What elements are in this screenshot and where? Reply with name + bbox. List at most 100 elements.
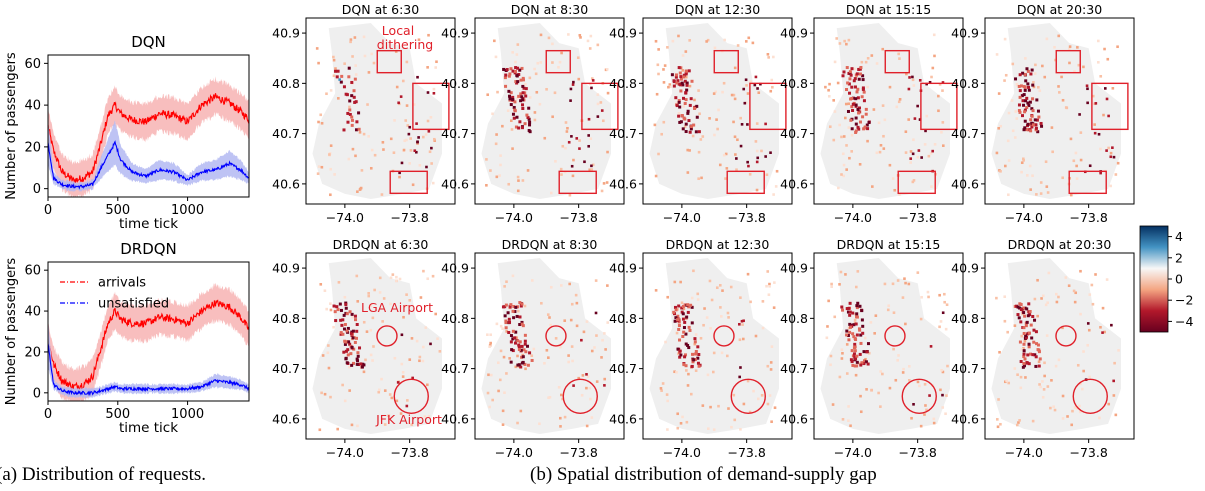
map-cell-dense-5 (340, 323, 344, 327)
map-cell-dense-2 (680, 114, 684, 118)
map-cell-3 (824, 85, 827, 89)
map-cell-dense-1 (520, 95, 524, 99)
map-cell-dense-8 (847, 338, 851, 342)
map-cell-9 (1046, 385, 1050, 388)
map-cell-dense-3 (850, 127, 854, 131)
map-cell-9 (1099, 325, 1102, 329)
map-cell-7 (708, 279, 712, 283)
map-cell-dense-3 (855, 90, 859, 94)
map-cell-dense-1 (518, 68, 522, 72)
map-cell-dense-6 (517, 345, 521, 349)
series-line-unsatisfied-1 (47, 343, 250, 397)
map-cell-9 (996, 418, 999, 421)
x-tick-label-1: 0 (44, 407, 52, 422)
map-cell-dense-2 (679, 120, 683, 124)
map-cell-5 (405, 293, 408, 296)
map-cell-dense-0 (348, 99, 352, 103)
map-cell-3 (898, 57, 901, 60)
map-cell-dense-8 (865, 350, 869, 354)
map-cell-east-2 (755, 160, 759, 164)
map-y-tick-label-4: 40.8 (951, 76, 979, 91)
map-cell-dense-5 (351, 361, 355, 365)
map-cell-1 (533, 118, 537, 122)
map-cell-east-1 (590, 86, 593, 90)
map-cell-8 (829, 354, 833, 358)
map-cell-6 (580, 393, 584, 397)
map-cell-7 (685, 369, 688, 372)
map-cell-6 (498, 378, 502, 382)
map-cell-8 (853, 318, 857, 322)
map-cell-2 (667, 85, 670, 89)
map-cell-2 (662, 81, 666, 84)
map-cell-dense-5 (341, 332, 345, 336)
map-cell-9 (1020, 334, 1024, 338)
map-cell-4 (1111, 87, 1115, 90)
map-cell-8 (877, 391, 880, 395)
dithering-box-south-1 (558, 170, 597, 195)
map-cell-dense-9 (1027, 331, 1031, 335)
map-cell-7 (746, 379, 750, 383)
map-cell-8 (864, 357, 867, 361)
map-cell-east-0 (407, 132, 411, 136)
map-cell-6 (505, 330, 508, 333)
map-cell-dense-3 (848, 71, 852, 75)
map-y-tick-label-8: 40.7 (780, 361, 808, 376)
map-cell-dense-3 (849, 118, 853, 122)
map-cell-dense-9 (1034, 330, 1038, 334)
map-cell-dense-7 (697, 353, 701, 357)
map-cell-4 (1006, 139, 1010, 143)
map-cell-9 (1112, 394, 1116, 397)
map-cell-2 (701, 135, 705, 138)
map-cell-6 (530, 279, 534, 282)
map-cell-6 (588, 386, 592, 390)
map-cell-3 (911, 78, 915, 82)
map-cell-dense-7 (686, 310, 690, 314)
map-cell-2 (733, 66, 737, 70)
map-cell-7 (760, 394, 764, 397)
map-cell-0 (349, 40, 352, 44)
map-cell-2 (724, 177, 727, 180)
map-cell-7 (673, 370, 676, 374)
map-cell-east-8 (929, 345, 933, 348)
map-cell-9 (1073, 300, 1077, 304)
map-cell-1 (506, 109, 510, 112)
map-cell-dense-0 (350, 115, 354, 119)
map-cell-dense-1 (521, 103, 525, 107)
map-cell-7 (717, 404, 720, 408)
map-cell-dense-2 (694, 130, 698, 134)
map-cell-dense-9 (1019, 308, 1023, 312)
map-cell-9 (1006, 330, 1009, 334)
map-cell-8 (945, 303, 949, 307)
map-cell-east-1 (591, 79, 595, 82)
map-cell-7 (675, 331, 679, 335)
map-cell-dense-8 (848, 322, 852, 326)
map-cell-9 (1101, 306, 1105, 310)
map-cell-8 (856, 270, 860, 273)
map-cell-0 (329, 89, 333, 92)
map-cell-3 (907, 118, 910, 121)
map-cell-dense-9 (1017, 316, 1021, 320)
map-cell-8 (841, 418, 845, 421)
map-cell-dense-2 (697, 130, 701, 134)
x-tick-label-0: 0 (44, 203, 52, 218)
map-cell-dense-2 (679, 66, 683, 70)
map-cell-dense-5 (350, 363, 354, 367)
map-cell-east-4 (1099, 171, 1102, 175)
map-cell-5 (336, 427, 339, 431)
map-cell-dense-2 (679, 77, 683, 81)
map-cell-1 (605, 181, 609, 184)
map-cell-dense-2 (679, 83, 683, 87)
map-cell-2 (655, 92, 659, 96)
dithering-box-north-0 (376, 49, 402, 74)
y-tick-label-1: 20 (24, 345, 41, 360)
map-cell-0 (372, 61, 376, 65)
map-title-0: DQN at 6:30 (342, 2, 419, 17)
map-cell-dense-1 (514, 80, 518, 84)
map-cell-9 (1042, 294, 1045, 298)
map-cell-8 (888, 386, 892, 390)
map-cell-5 (365, 330, 369, 333)
map-cell-4 (1057, 34, 1061, 38)
legend-label-arrivals: arrivals (98, 276, 146, 291)
map-cell-dense-0 (342, 85, 346, 89)
map-cell-2 (683, 125, 687, 128)
